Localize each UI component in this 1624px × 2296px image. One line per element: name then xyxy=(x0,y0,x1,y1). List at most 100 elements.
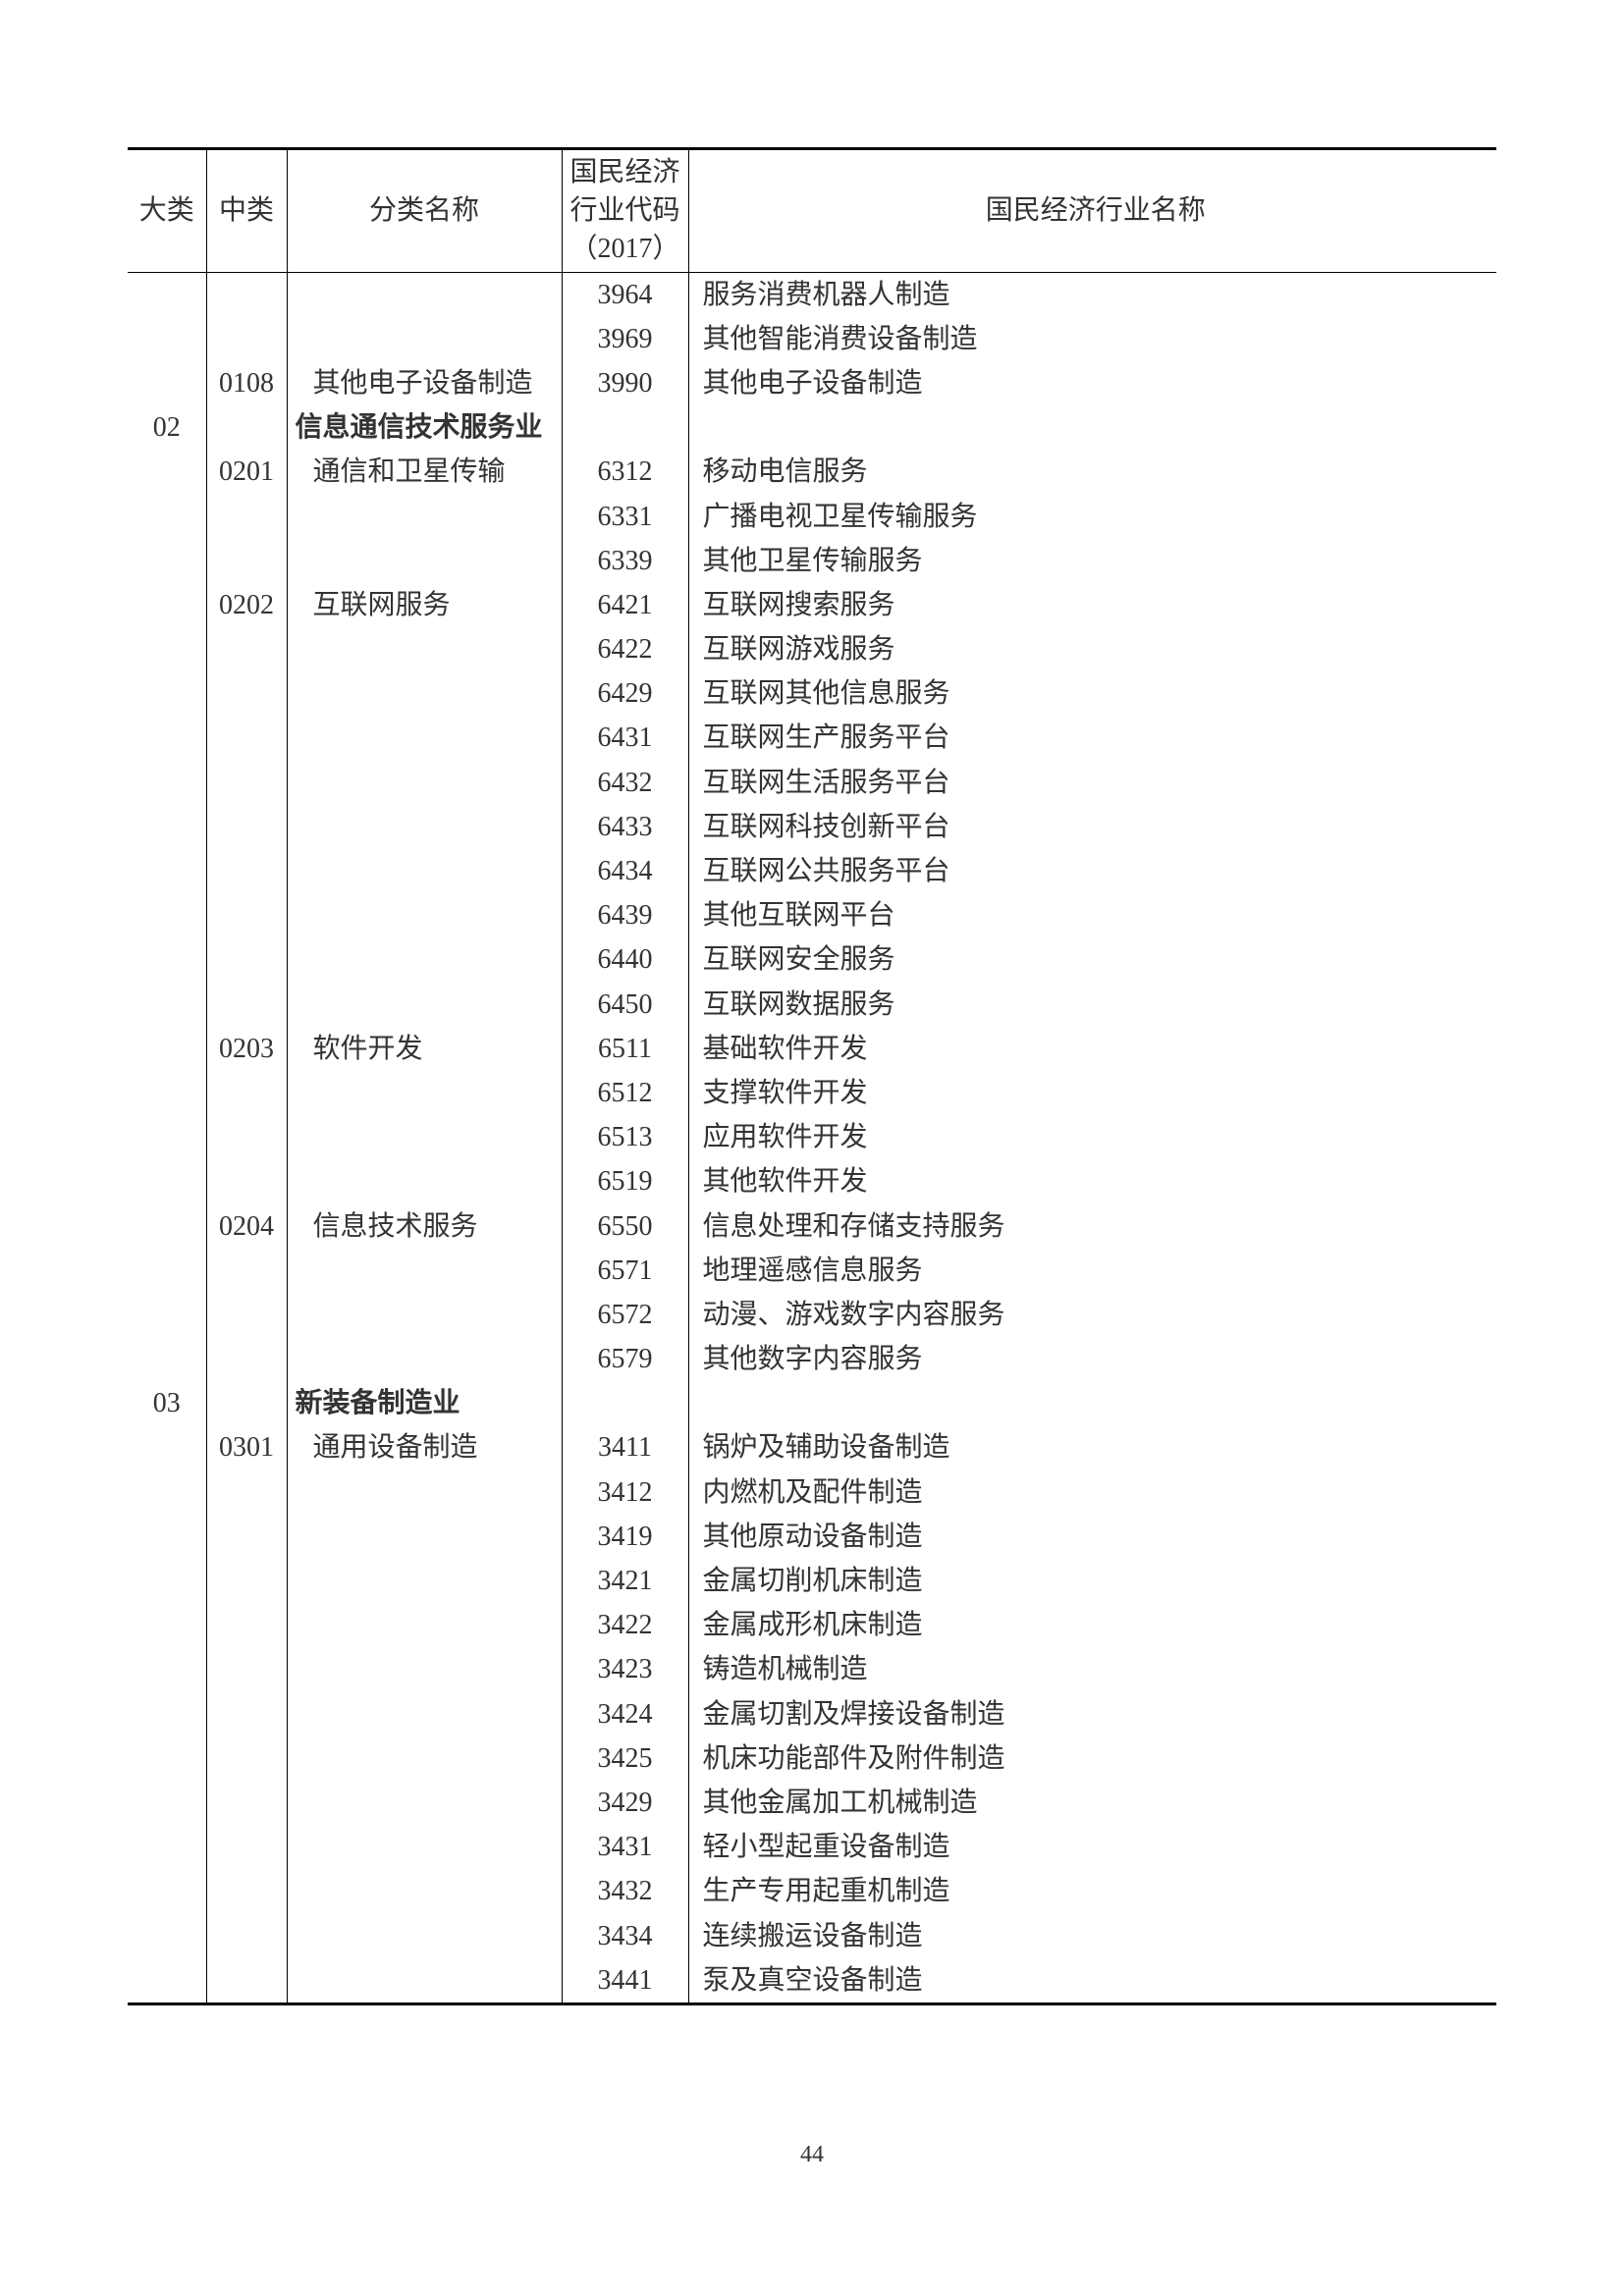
cell-code: 3419 xyxy=(562,1515,688,1559)
cell-major xyxy=(128,1425,206,1469)
cell-industry: 生产专用起重机制造 xyxy=(688,1869,1496,1913)
cell-industry: 服务消费机器人制造 xyxy=(688,272,1496,317)
cell-major xyxy=(128,495,206,539)
cell-major xyxy=(128,450,206,494)
cell-mid xyxy=(206,1337,287,1381)
cell-industry: 其他软件开发 xyxy=(688,1159,1496,1203)
cell-name: 信息通信技术服务业 xyxy=(287,405,562,450)
table-row: 6429互联网其他信息服务 xyxy=(128,671,1496,716)
page-number: 44 xyxy=(0,2142,1624,2168)
cell-name: 互联网服务 xyxy=(287,583,562,627)
cell-code: 6312 xyxy=(562,450,688,494)
cell-name xyxy=(287,495,562,539)
cell-code: 6433 xyxy=(562,805,688,849)
cell-name xyxy=(287,272,562,317)
table-row: 3419其他原动设备制造 xyxy=(128,1515,1496,1559)
cell-industry: 互联网生活服务平台 xyxy=(688,761,1496,805)
cell-major xyxy=(128,1559,206,1603)
header-name: 分类名称 xyxy=(287,149,562,273)
cell-major xyxy=(128,1692,206,1736)
table-row: 6439其他互联网平台 xyxy=(128,893,1496,937)
cell-major xyxy=(128,1159,206,1203)
table-row: 6331广播电视卫星传输服务 xyxy=(128,495,1496,539)
cell-industry: 金属成形机床制造 xyxy=(688,1603,1496,1647)
header-code: 国民经济行业代码（2017） xyxy=(562,149,688,273)
cell-code: 3964 xyxy=(562,272,688,317)
table-row: 6572动漫、游戏数字内容服务 xyxy=(128,1293,1496,1337)
cell-code: 3432 xyxy=(562,1869,688,1913)
table-row: 3432生产专用起重机制造 xyxy=(128,1869,1496,1913)
cell-industry: 锅炉及辅助设备制造 xyxy=(688,1425,1496,1469)
cell-industry: 支撑软件开发 xyxy=(688,1071,1496,1115)
cell-major xyxy=(128,1603,206,1647)
table-row: 0204信息技术服务6550信息处理和存储支持服务 xyxy=(128,1204,1496,1249)
cell-major xyxy=(128,1337,206,1381)
cell-mid xyxy=(206,1736,287,1781)
cell-code: 6421 xyxy=(562,583,688,627)
cell-name xyxy=(287,1647,562,1691)
cell-mid xyxy=(206,671,287,716)
cell-major xyxy=(128,716,206,760)
cell-mid xyxy=(206,1293,287,1337)
table-row: 6440互联网安全服务 xyxy=(128,937,1496,982)
cell-code: 6450 xyxy=(562,983,688,1027)
cell-industry: 移动电信服务 xyxy=(688,450,1496,494)
cell-mid xyxy=(206,1515,287,1559)
cell-name xyxy=(287,1115,562,1159)
cell-mid xyxy=(206,716,287,760)
cell-mid xyxy=(206,983,287,1027)
cell-mid xyxy=(206,1958,287,2004)
cell-name xyxy=(287,1781,562,1825)
cell-industry: 泵及真空设备制造 xyxy=(688,1958,1496,2004)
cell-industry: 连续搬运设备制造 xyxy=(688,1914,1496,1958)
table-row: 3423铸造机械制造 xyxy=(128,1647,1496,1691)
cell-name xyxy=(287,849,562,893)
cell-industry: 其他卫星传输服务 xyxy=(688,539,1496,583)
cell-industry: 信息处理和存储支持服务 xyxy=(688,1204,1496,1249)
table-row: 3969其他智能消费设备制造 xyxy=(128,317,1496,361)
cell-major xyxy=(128,361,206,405)
cell-name: 新装备制造业 xyxy=(287,1381,562,1425)
table-row: 6571地理遥感信息服务 xyxy=(128,1249,1496,1293)
cell-name xyxy=(287,1337,562,1381)
table-row: 6431互联网生产服务平台 xyxy=(128,716,1496,760)
cell-name xyxy=(287,805,562,849)
cell-industry: 互联网公共服务平台 xyxy=(688,849,1496,893)
cell-code: 3429 xyxy=(562,1781,688,1825)
header-major: 大类 xyxy=(128,149,206,273)
table-row: 3422金属成形机床制造 xyxy=(128,1603,1496,1647)
cell-name xyxy=(287,1869,562,1913)
cell-major xyxy=(128,805,206,849)
cell-name xyxy=(287,1914,562,1958)
cell-mid xyxy=(206,893,287,937)
cell-industry: 基础软件开发 xyxy=(688,1027,1496,1071)
cell-code: 6572 xyxy=(562,1293,688,1337)
cell-mid xyxy=(206,1470,287,1515)
cell-mid: 0202 xyxy=(206,583,287,627)
cell-mid xyxy=(206,761,287,805)
cell-industry: 其他互联网平台 xyxy=(688,893,1496,937)
cell-industry: 动漫、游戏数字内容服务 xyxy=(688,1293,1496,1337)
table-row: 6422互联网游戏服务 xyxy=(128,627,1496,671)
table-row: 3429其他金属加工机械制造 xyxy=(128,1781,1496,1825)
cell-major xyxy=(128,583,206,627)
header-mid: 中类 xyxy=(206,149,287,273)
cell-major xyxy=(128,539,206,583)
cell-name xyxy=(287,761,562,805)
cell-code: 6331 xyxy=(562,495,688,539)
cell-name: 信息技术服务 xyxy=(287,1204,562,1249)
table-row: 6450互联网数据服务 xyxy=(128,983,1496,1027)
cell-major xyxy=(128,1293,206,1337)
cell-code: 3412 xyxy=(562,1470,688,1515)
cell-code: 6434 xyxy=(562,849,688,893)
cell-mid xyxy=(206,1159,287,1203)
cell-industry: 金属切割及焊接设备制造 xyxy=(688,1692,1496,1736)
table-row: 6513应用软件开发 xyxy=(128,1115,1496,1159)
cell-mid xyxy=(206,272,287,317)
cell-industry: 其他数字内容服务 xyxy=(688,1337,1496,1381)
table-row: 3434连续搬运设备制造 xyxy=(128,1914,1496,1958)
cell-code: 3441 xyxy=(562,1958,688,2004)
cell-major xyxy=(128,1825,206,1869)
cell-name xyxy=(287,1159,562,1203)
cell-name xyxy=(287,937,562,982)
